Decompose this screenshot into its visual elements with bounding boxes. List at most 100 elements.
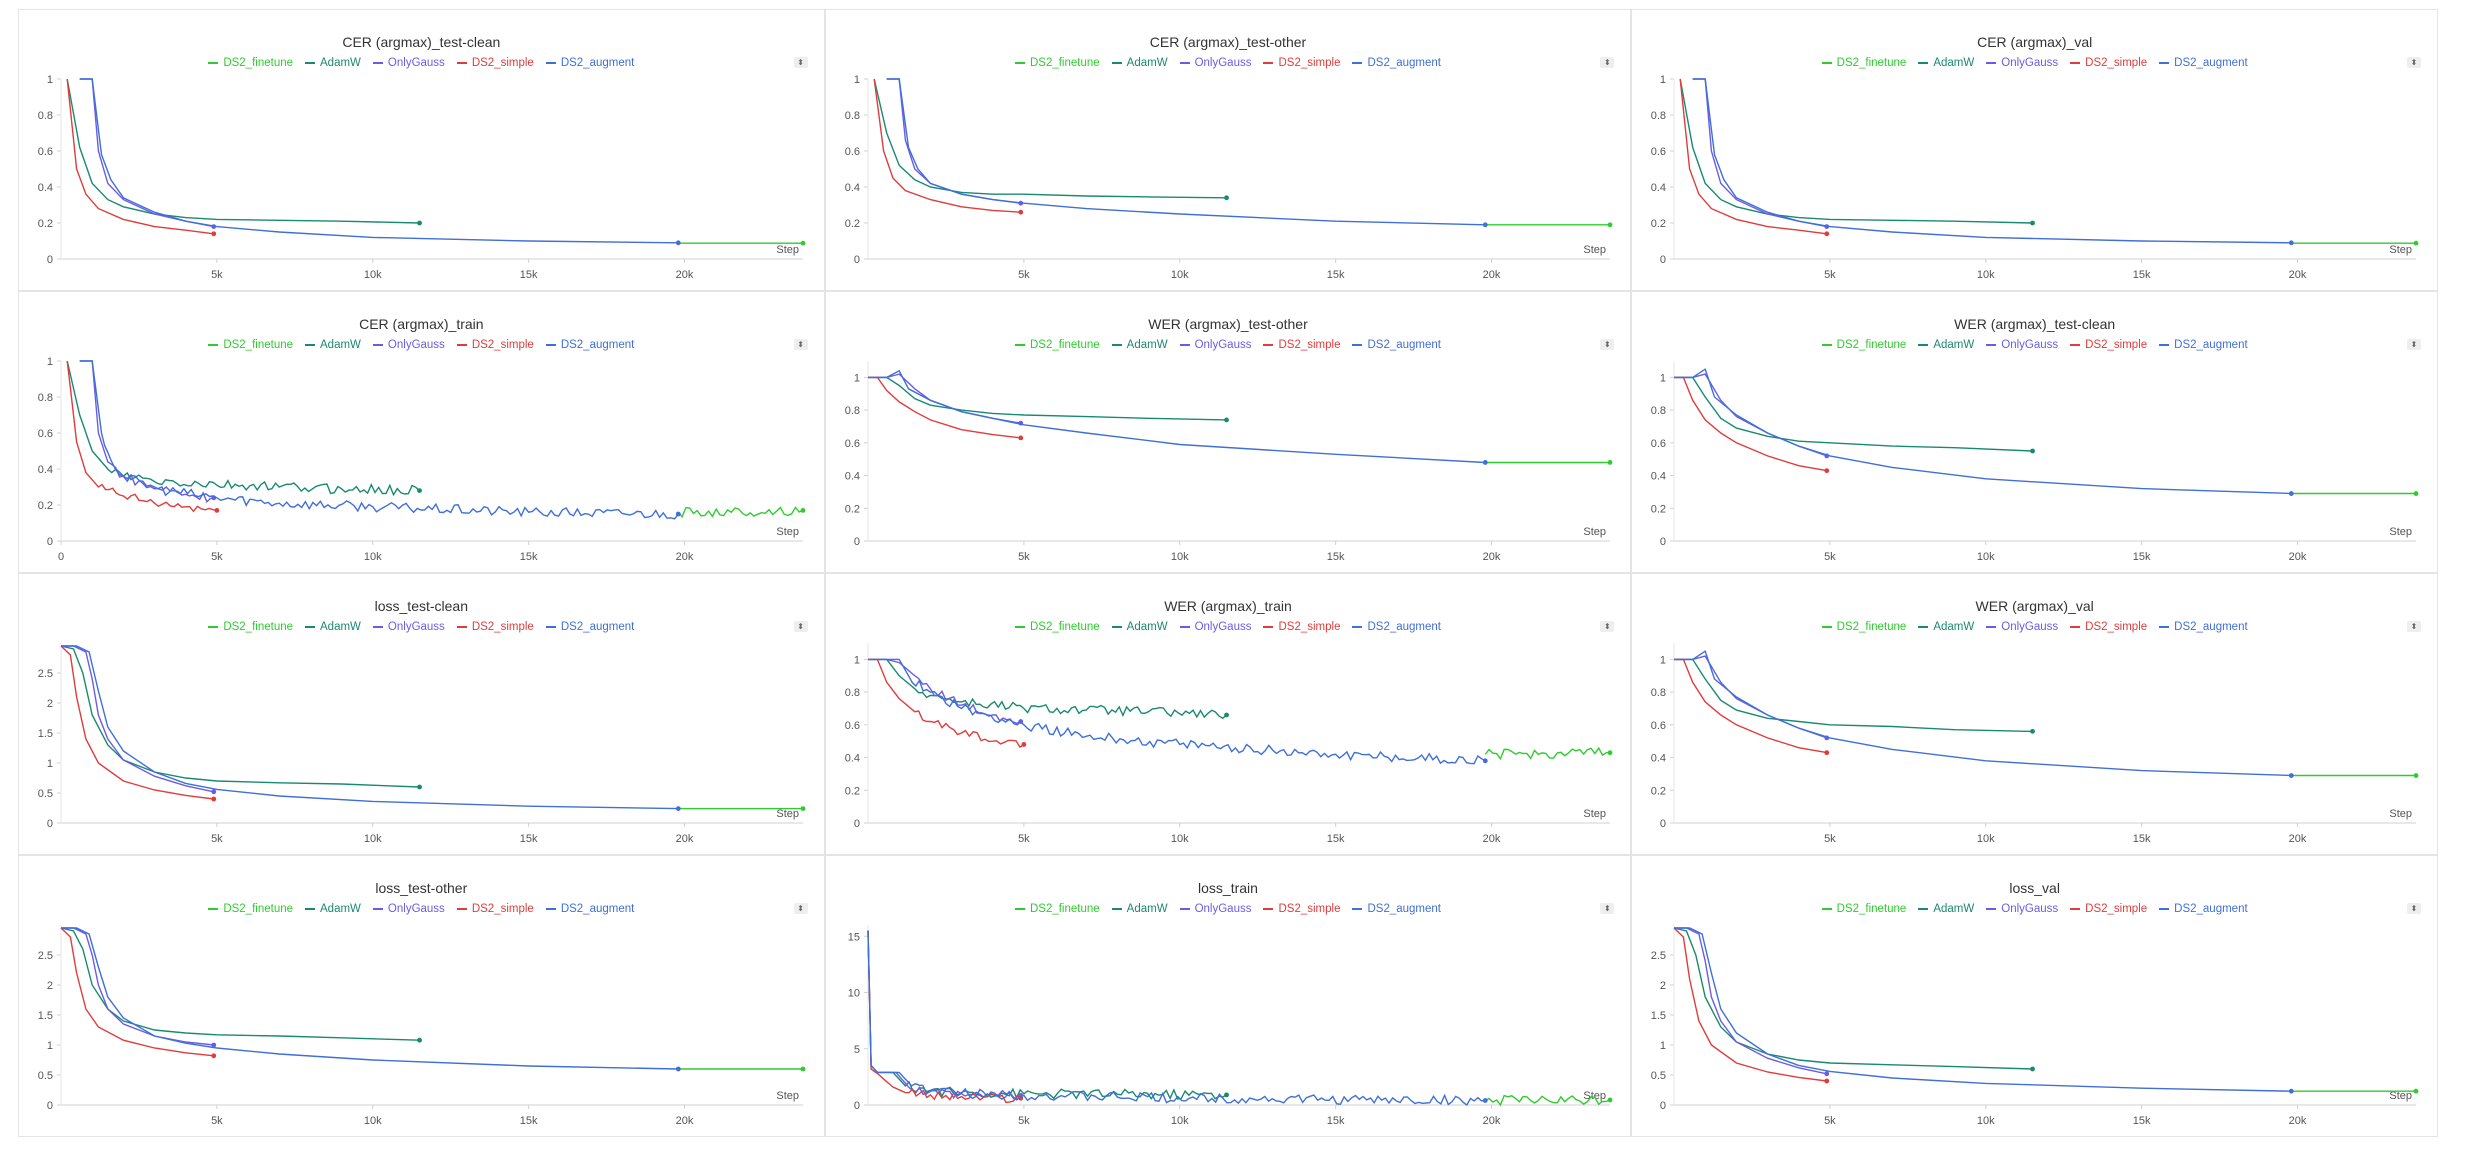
legend-item[interactable]: AdamW [1111,903,1168,915]
legend-item[interactable]: DS2_augment [545,621,634,633]
chevron-menu-icon[interactable]: ⬍ [1600,903,1615,914]
legend-item[interactable]: DS2_augment [2159,621,2248,633]
legend-item[interactable]: AdamW [1918,903,1974,915]
legend-item[interactable]: DS2_finetune [1014,57,1100,69]
series-line-ds2-simple[interactable] [867,658,1024,749]
legend-item[interactable]: DS2_simple [456,339,534,351]
legend-item[interactable]: DS2_augment [2159,903,2248,915]
legend-item[interactable]: DS2_finetune [208,339,293,351]
legend-item[interactable]: DS2_simple [456,621,534,633]
legend-item[interactable]: DS2_finetune [208,621,293,633]
legend-item[interactable]: DS2_augment [2159,339,2248,351]
legend-item[interactable]: DS2_finetune [1821,339,1906,351]
series-line-ds2-simple[interactable] [60,645,214,800]
legend-item[interactable]: AdamW [1918,621,1974,633]
legend-item[interactable]: AdamW [1918,57,1974,69]
legend-item[interactable]: DS2_augment [545,339,634,351]
legend-item[interactable]: OnlyGauss [1986,621,2058,633]
legend-item[interactable]: OnlyGauss [372,621,445,633]
chevron-menu-icon[interactable]: ⬍ [2407,621,2421,632]
series-line-onlygauss[interactable] [1674,927,1828,1075]
series-line-ds2-augment[interactable] [61,645,679,810]
chevron-menu-icon[interactable]: ⬍ [793,339,808,350]
legend-item[interactable]: DS2_augment [1352,621,1441,633]
series-line-onlygauss[interactable] [1693,78,1828,228]
series-line-adamw[interactable] [867,376,1227,421]
legend-item[interactable]: OnlyGauss [1179,903,1251,915]
legend-item[interactable]: OnlyGauss [372,339,445,351]
legend-item[interactable]: DS2_simple [2070,621,2147,633]
series-line-ds2-augment[interactable] [79,78,679,244]
series-line-adamw[interactable] [66,360,420,497]
series-line-ds2-augment[interactable] [1674,368,2292,495]
series-line-onlygauss[interactable] [1674,655,1828,739]
series-line-adamw[interactable] [66,78,420,224]
chevron-menu-icon[interactable]: ⬍ [1600,57,1615,68]
legend-item[interactable]: DS2_simple [2070,57,2147,69]
chevron-menu-icon[interactable]: ⬍ [2407,57,2421,68]
legend-item[interactable]: DS2_finetune [1821,621,1906,633]
legend-item[interactable]: AdamW [1918,339,1974,351]
series-line-ds2-augment[interactable] [61,927,679,1070]
legend-item[interactable]: DS2_simple [456,57,534,69]
series-line-ds2-simple[interactable] [873,78,1021,213]
series-line-ds2-simple[interactable] [1674,376,1828,472]
series-line-adamw[interactable] [1674,927,2033,1070]
series-line-onlygauss[interactable] [867,658,1021,726]
chevron-menu-icon[interactable]: ⬍ [1600,339,1615,350]
series-line-ds2-augment[interactable] [1693,78,2292,244]
series-line-adamw[interactable] [873,78,1227,199]
chevron-menu-icon[interactable]: ⬍ [793,621,808,632]
chevron-menu-icon[interactable]: ⬍ [2407,339,2421,350]
series-line-ds2-finetune[interactable] [1484,1094,1610,1107]
legend-item[interactable]: OnlyGauss [1986,339,2058,351]
legend-item[interactable]: DS2_simple [456,903,534,915]
legend-item[interactable]: DS2_augment [545,57,634,69]
series-line-adamw[interactable] [867,658,1227,720]
series-line-ds2-simple[interactable] [1673,927,1828,1082]
legend-item[interactable]: AdamW [1111,621,1168,633]
legend-item[interactable]: OnlyGauss [1179,57,1251,69]
legend-item[interactable]: DS2_simple [1263,621,1340,633]
series-line-onlygauss[interactable] [1674,373,1828,457]
series-line-onlygauss[interactable] [79,360,214,503]
legend-item[interactable]: OnlyGauss [372,57,445,69]
legend-item[interactable]: OnlyGauss [1179,621,1251,633]
series-line-onlygauss[interactable] [886,78,1021,204]
legend-item[interactable]: OnlyGauss [1986,903,2058,915]
series-line-ds2-simple[interactable] [867,376,1021,439]
legend-item[interactable]: OnlyGauss [372,903,445,915]
legend-item[interactable]: DS2_augment [2159,57,2248,69]
legend-item[interactable]: AdamW [305,339,361,351]
legend-item[interactable]: DS2_augment [1352,903,1441,915]
legend-item[interactable]: AdamW [305,903,361,915]
legend-item[interactable]: DS2_finetune [1014,339,1100,351]
chevron-menu-icon[interactable]: ⬍ [1600,621,1615,632]
legend-item[interactable]: DS2_simple [2070,903,2147,915]
series-line-ds2-simple[interactable] [1674,658,1828,754]
series-line-ds2-augment[interactable] [1674,927,2292,1092]
series-line-adamw[interactable] [1679,78,2033,224]
legend-item[interactable]: DS2_finetune [1821,57,1906,69]
series-line-adamw[interactable] [60,927,420,1041]
legend-item[interactable]: DS2_finetune [208,57,293,69]
legend-item[interactable]: DS2_simple [1263,57,1340,69]
series-line-ds2-augment[interactable] [867,658,1486,765]
series-line-adamw[interactable] [866,930,1227,1100]
series-line-ds2-augment[interactable] [867,369,1485,464]
series-line-onlygauss[interactable] [867,373,1021,424]
series-line-ds2-simple[interactable] [66,78,214,235]
series-line-adamw[interactable] [60,645,420,788]
series-line-ds2-augment[interactable] [79,360,679,520]
legend-item[interactable]: OnlyGauss [1179,339,1251,351]
legend-item[interactable]: DS2_simple [2070,339,2147,351]
series-line-ds2-simple[interactable] [1679,78,1828,235]
series-line-ds2-simple[interactable] [866,930,1021,1104]
series-line-onlygauss[interactable] [61,927,214,1046]
series-line-onlygauss[interactable] [866,930,1021,1101]
series-line-adamw[interactable] [1674,658,2033,733]
series-line-ds2-augment[interactable] [866,930,1486,1107]
legend-item[interactable]: DS2_augment [545,903,634,915]
legend-item[interactable]: DS2_finetune [208,903,293,915]
series-line-ds2-augment[interactable] [886,78,1485,226]
